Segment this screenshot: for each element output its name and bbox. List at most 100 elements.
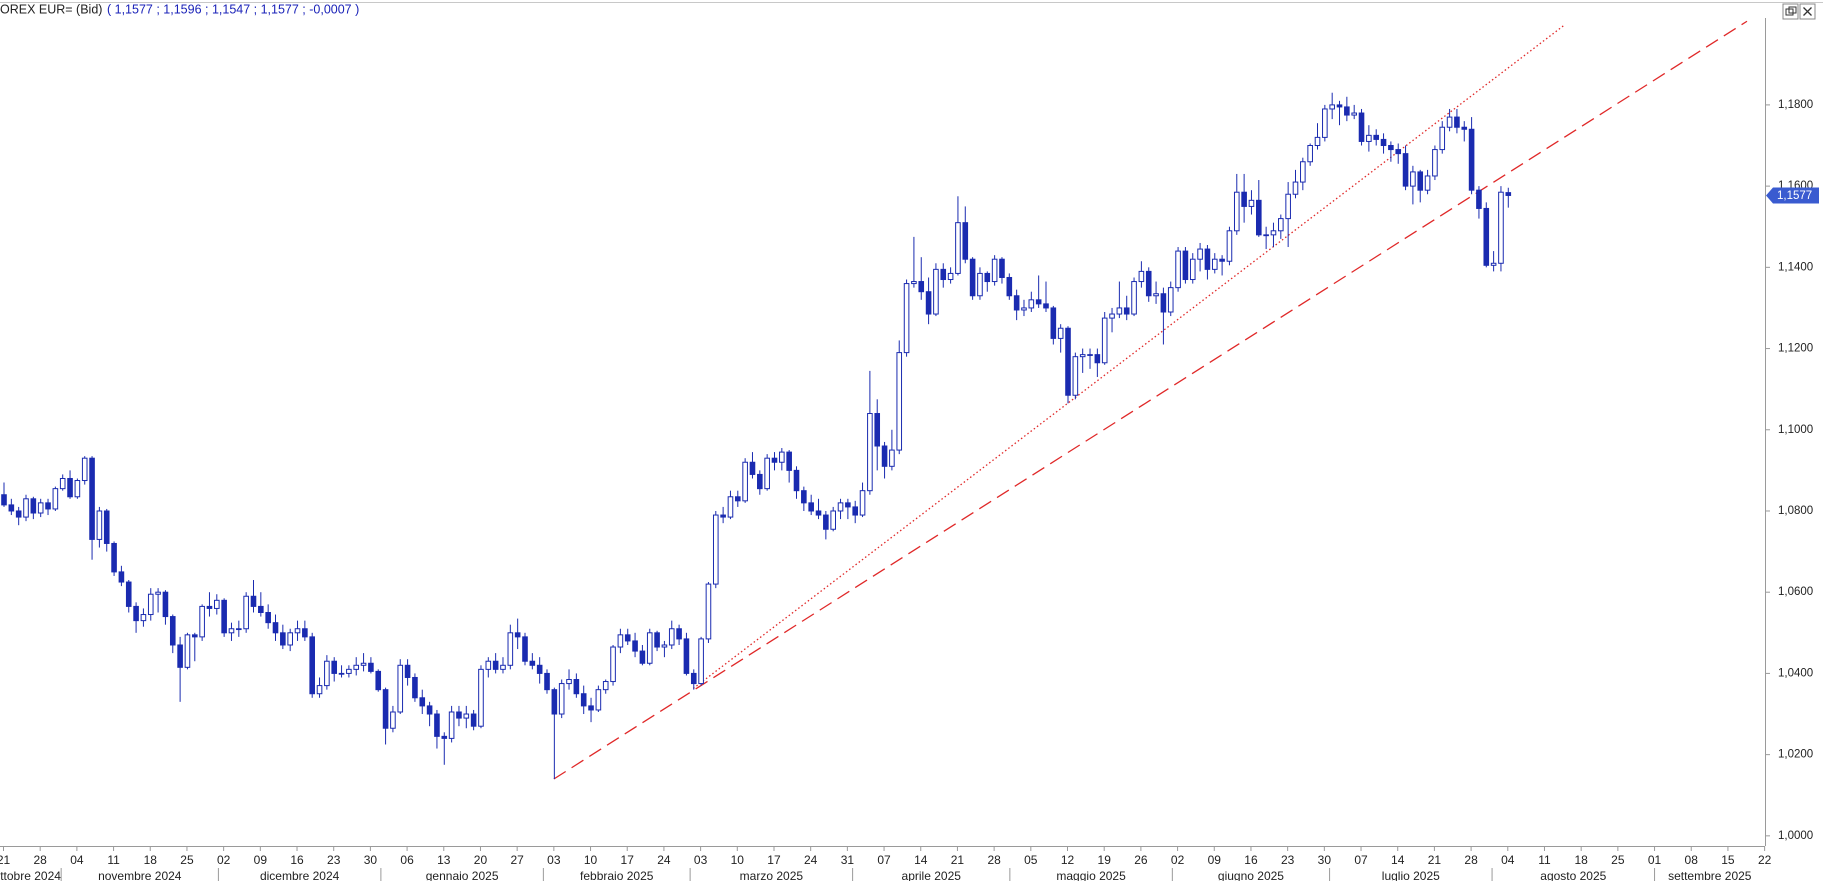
candle-body (742, 461, 748, 502)
x-tick-label: 09 (254, 853, 268, 867)
candle-body (346, 668, 352, 674)
candle-body (639, 650, 646, 664)
candle-body (309, 636, 315, 695)
candle-body (1079, 354, 1086, 358)
x-tick-label: 10 (731, 853, 745, 867)
candle-body (133, 605, 139, 622)
candle-body (412, 676, 418, 699)
candle-body (1233, 191, 1240, 232)
candle-body (243, 595, 249, 630)
candle-body (1358, 112, 1365, 142)
candle-body (551, 689, 558, 715)
x-tick-label: 28 (1464, 853, 1478, 867)
candle-body (45, 502, 51, 510)
candle-body (1050, 307, 1057, 339)
candle-body (368, 662, 374, 672)
x-tick-label: 05 (1024, 853, 1038, 867)
candle-body (1241, 191, 1247, 207)
candle-body (668, 628, 675, 646)
window-buttons[interactable] (1782, 3, 1816, 20)
candle-body (89, 457, 95, 540)
x-tick-label: 20 (474, 853, 488, 867)
candle-body (1285, 193, 1291, 220)
candle-body (441, 735, 448, 739)
candle-body (1388, 145, 1394, 151)
candle-body (573, 679, 580, 695)
x-tick-label: 23 (327, 853, 341, 867)
candle-body (661, 644, 668, 648)
candle-body (67, 477, 73, 498)
candle-body (390, 711, 396, 729)
candle-body (911, 281, 917, 285)
candle-body (236, 628, 242, 631)
y-tick-label: 1,0400 (1778, 667, 1813, 679)
candle-body (360, 662, 367, 666)
x-tick-label: 28 (34, 853, 48, 867)
candle-body (434, 713, 440, 737)
candle-body (1344, 106, 1350, 116)
x-tick-label: 24 (804, 853, 818, 867)
candle-body (272, 622, 279, 634)
x-tick-label: 23 (1281, 853, 1295, 867)
candle-body (1006, 276, 1013, 297)
x-tick-label: 14 (914, 853, 928, 867)
candle-body (969, 258, 976, 297)
candle-body (749, 461, 756, 475)
x-tick-label: 26 (1134, 853, 1148, 867)
x-tick-label: 14 (1391, 853, 1405, 867)
candle-body (1197, 248, 1203, 260)
close-icon (1803, 7, 1812, 16)
x-tick-label: 16 (1244, 853, 1258, 867)
candle-body (316, 685, 323, 695)
y-tick-label: 1,0800 (1778, 505, 1813, 517)
x-tick-label: 06 (400, 853, 414, 867)
x-tick-label: 21 (951, 853, 965, 867)
candle-body (1028, 299, 1035, 309)
candle-body (544, 672, 550, 691)
x-tick-label: 02 (217, 853, 231, 867)
candle-body (1248, 199, 1255, 207)
candle-body (1366, 134, 1372, 142)
month-label: febbraio 2025 (580, 869, 654, 881)
candle-body (470, 713, 477, 727)
candle-body (1454, 116, 1460, 128)
month-label: settembre 2025 (1668, 869, 1752, 881)
candle-body (698, 638, 704, 685)
candle-body (302, 628, 308, 638)
x-tick-label: 18 (1574, 853, 1588, 867)
month-label: novembre 2024 (98, 869, 182, 881)
candle-body (514, 632, 521, 638)
candle-body (867, 413, 873, 492)
x-tick-label: 04 (1501, 853, 1515, 867)
candle-body (1182, 250, 1189, 281)
candle-body (169, 616, 176, 646)
candle-body (991, 258, 998, 283)
x-tick-label: 30 (1318, 853, 1332, 867)
candle-body (507, 632, 514, 666)
candle-body (1175, 250, 1181, 289)
candle-body (191, 634, 198, 638)
candle-body (250, 595, 257, 607)
candle-body (294, 628, 301, 634)
candle-body (1439, 126, 1446, 151)
x-tick-label: 16 (290, 853, 304, 867)
candle-body (500, 664, 506, 670)
month-label: maggio 2025 (1056, 869, 1126, 881)
candle-body (162, 591, 169, 618)
candle-body (1219, 258, 1225, 262)
candle-body (720, 514, 726, 518)
candle-body (81, 457, 88, 482)
candle-body (228, 628, 235, 634)
candle-body (1380, 138, 1387, 147)
candle-body (331, 660, 338, 674)
candle-body (925, 291, 932, 315)
x-tick-label: 17 (621, 853, 635, 867)
quote: ( 1,1577 ; 1,1596 ; 1,1547 ; 1,1577 ; -0… (107, 2, 359, 16)
candle-body (1, 494, 7, 506)
candle-body (933, 268, 939, 315)
candle-body (1189, 258, 1196, 281)
candle-body (955, 222, 961, 274)
x-tick-label: 17 (767, 853, 781, 867)
candle-body (221, 599, 227, 634)
candle-body (779, 451, 785, 463)
